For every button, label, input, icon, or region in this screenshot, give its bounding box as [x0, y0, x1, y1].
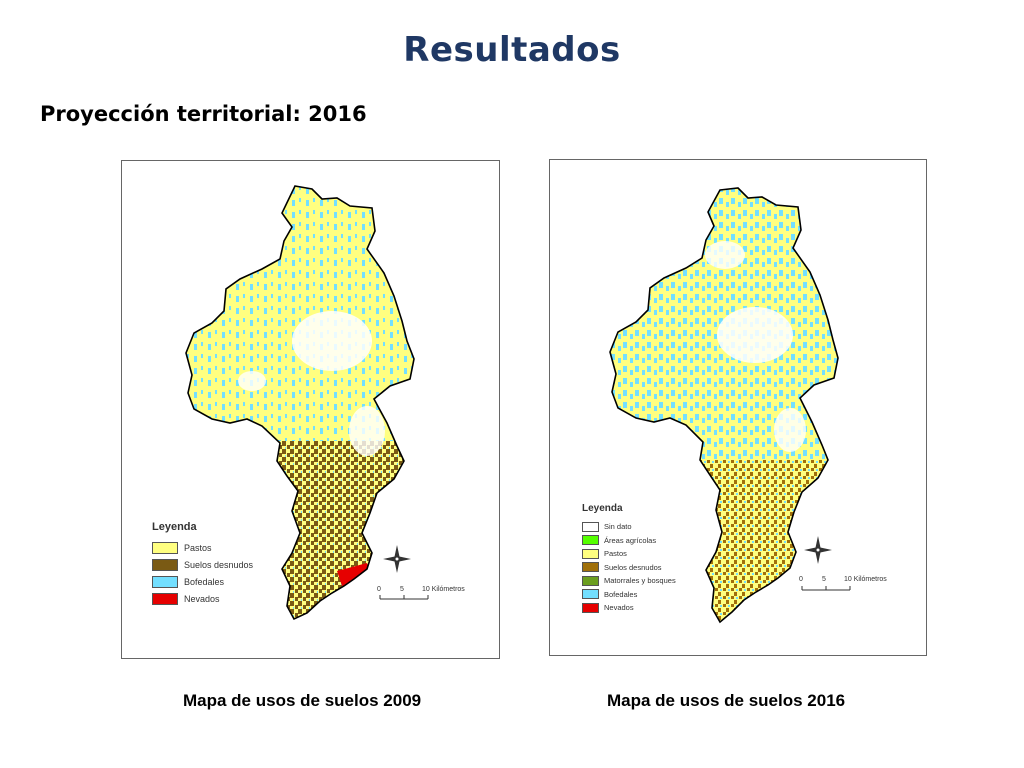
legend-label: Pastos — [604, 549, 627, 559]
legend-item-pastos: Pastos — [152, 539, 253, 556]
legend-item-suelos-desnudos: Suelos desnudos — [152, 556, 253, 573]
land-use-map-2009: 0 5 10 Kilómetros Leyenda Pastos Suelos … — [121, 160, 500, 659]
legend-title: Leyenda — [582, 503, 623, 514]
scale-tick-5: 5 — [400, 586, 404, 593]
swatch-suelos-desnudos — [582, 562, 599, 573]
legend-label: Nevados — [604, 603, 634, 613]
legend-2009: Leyenda Pastos Suelos desnudos Bofedales… — [152, 521, 253, 607]
legend-item-suelos-desnudos: Suelos desnudos — [582, 561, 676, 575]
legend-item-nevados: Nevados — [582, 601, 676, 615]
legend-label: Sin dato — [604, 522, 632, 532]
swatch-nevados — [152, 592, 178, 605]
scale-bar — [801, 586, 851, 591]
legend-item-pastos: Pastos — [582, 547, 676, 561]
legend-label: Suelos desnudos — [604, 562, 662, 572]
legend-label: Bofedales — [604, 589, 638, 599]
swatch-sin-dato — [582, 521, 599, 532]
legend-item-nevados: Nevados — [152, 590, 253, 607]
swatch-pastos — [152, 541, 178, 554]
swatch-bofedales — [582, 589, 599, 600]
scale-tick-5: 5 — [822, 576, 826, 583]
map-caption-2009: Mapa de usos de suelos 2009 — [183, 691, 422, 710]
legend-item-sin-dato: Sin dato — [582, 520, 676, 534]
scale-tick-10: 10 Kilómetros — [422, 586, 465, 593]
legend-label: Pastos — [184, 542, 212, 553]
legend-label: Bofedales — [184, 576, 225, 587]
swatch-pastos — [582, 548, 599, 559]
swatch-areas-agricolas — [582, 535, 599, 546]
land-use-map-2016: 0 5 10 Kilómetros Leyenda Sin dato Áreas… — [549, 159, 927, 656]
slide-subtitle: Proyección territorial: 2016 — [40, 102, 367, 126]
north-arrow-icon — [804, 536, 832, 564]
legend-label: Suelos desnudos — [184, 559, 254, 570]
north-arrow-icon — [383, 545, 411, 573]
legend-item-bofedales: Bofedales — [152, 573, 253, 590]
slide-title: Resultados — [403, 30, 621, 70]
swatch-nevados — [582, 602, 599, 613]
map-2016-region — [609, 187, 851, 623]
swatch-suelos-desnudos — [152, 558, 178, 571]
legend-label: Nevados — [184, 593, 220, 604]
map-caption-2016: Mapa de usos de suelos 2016 — [607, 691, 846, 710]
swatch-bofedales — [152, 575, 178, 588]
scale-bar — [379, 595, 429, 600]
legend-label: Matorrales y bosques — [604, 576, 676, 586]
scale-tick-0: 0 — [377, 586, 381, 593]
legend-item-areas-agricolas: Áreas agrícolas — [582, 534, 676, 548]
map-2009-region — [185, 185, 429, 620]
legend-title: Leyenda — [152, 521, 197, 533]
scale-tick-0: 0 — [799, 576, 803, 583]
legend-label: Áreas agrícolas — [604, 535, 657, 545]
legend-2016: Leyenda Sin dato Áreas agrícolas Pastos … — [582, 503, 676, 615]
swatch-matorrales — [582, 575, 599, 586]
legend-item-bofedales: Bofedales — [582, 588, 676, 602]
scale-tick-10: 10 Kilómetros — [844, 576, 887, 583]
legend-item-matorrales: Matorrales y bosques — [582, 574, 676, 588]
